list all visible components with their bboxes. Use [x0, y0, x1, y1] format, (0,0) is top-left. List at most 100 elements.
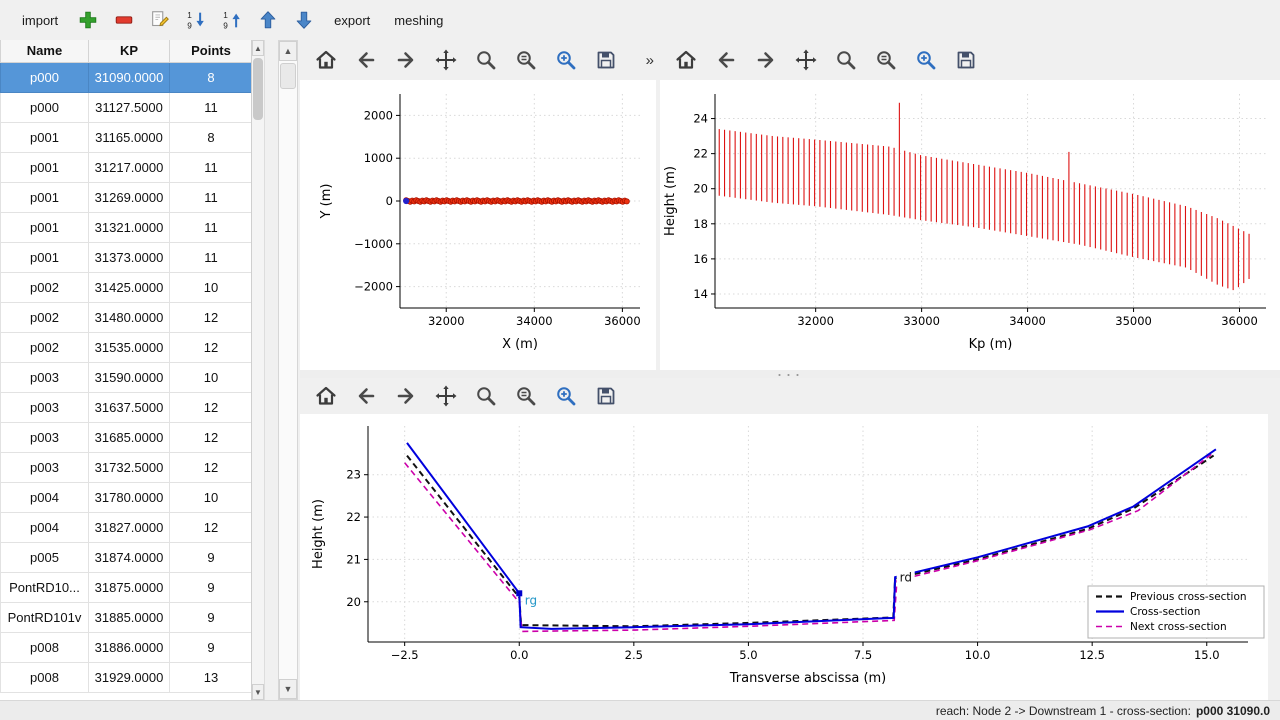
column-header-points[interactable]: Points: [169, 40, 251, 63]
save-icon[interactable]: [950, 44, 982, 76]
cell-kp[interactable]: 31685.0000: [88, 421, 170, 453]
pan-icon[interactable]: [430, 380, 462, 412]
cell-points[interactable]: 11: [169, 151, 251, 183]
save-icon[interactable]: [590, 44, 622, 76]
table-scrollbar-track[interactable]: [252, 56, 264, 684]
cell-name[interactable]: p001: [0, 121, 89, 153]
table-row[interactable]: p000 31127.5000 11: [0, 91, 251, 123]
meshing-button[interactable]: meshing: [386, 9, 451, 32]
table-row[interactable]: p002 31480.0000 12: [0, 301, 251, 333]
zoom-icon[interactable]: [470, 44, 502, 76]
cell-name[interactable]: p003: [0, 421, 89, 453]
table-row[interactable]: p005 31874.0000 9: [0, 541, 251, 573]
cell-points[interactable]: 11: [169, 181, 251, 213]
cell-points[interactable]: 12: [169, 421, 251, 453]
cell-points[interactable]: 10: [169, 271, 251, 303]
table-row[interactable]: p001 31165.0000 8: [0, 121, 251, 153]
export-button[interactable]: export: [326, 9, 378, 32]
cell-kp[interactable]: 31590.0000: [88, 361, 170, 393]
table-row[interactable]: p003 31590.0000 10: [0, 361, 251, 393]
panel-scroll-up-button[interactable]: ▲: [279, 41, 297, 61]
cell-points[interactable]: 11: [169, 91, 251, 123]
cell-name[interactable]: p004: [0, 511, 89, 543]
table-scrollbar[interactable]: ▲ ▼: [252, 40, 265, 700]
panel-scrollbar-thumb[interactable]: [280, 63, 296, 89]
column-header-kp[interactable]: KP: [88, 40, 170, 63]
cell-name[interactable]: p001: [0, 151, 89, 183]
cell-points[interactable]: 11: [169, 241, 251, 273]
cell-name[interactable]: p002: [0, 271, 89, 303]
customize-icon[interactable]: [550, 380, 582, 412]
cell-kp[interactable]: 31875.0000: [88, 571, 170, 603]
cell-name[interactable]: p008: [0, 661, 89, 693]
cell-name[interactable]: p002: [0, 301, 89, 333]
zoom-icon[interactable]: [470, 380, 502, 412]
cell-kp[interactable]: 31425.0000: [88, 271, 170, 303]
home-icon[interactable]: [310, 44, 342, 76]
cell-name[interactable]: p000: [0, 61, 89, 93]
table-row[interactable]: p002 31425.0000 10: [0, 271, 251, 303]
table-row[interactable]: p003 31685.0000 12: [0, 421, 251, 453]
cell-kp[interactable]: 31090.0000: [88, 61, 170, 93]
cell-kp[interactable]: 31929.0000: [88, 661, 170, 693]
toolbar-overflow-chevron[interactable]: »: [645, 51, 654, 69]
pan-icon[interactable]: [430, 44, 462, 76]
cell-name[interactable]: PontRD101v: [0, 601, 89, 633]
forward-icon[interactable]: [390, 44, 422, 76]
panel-scrollbar-track[interactable]: [279, 61, 297, 679]
column-header-name[interactable]: Name: [0, 40, 89, 63]
table-row[interactable]: p008 31929.0000 13: [0, 661, 251, 693]
back-icon[interactable]: [710, 44, 742, 76]
cell-name[interactable]: p003: [0, 361, 89, 393]
remove-icon[interactable]: [110, 6, 138, 34]
forward-icon[interactable]: [390, 380, 422, 412]
table-row[interactable]: p003 31637.5000 12: [0, 391, 251, 423]
cell-kp[interactable]: 31827.0000: [88, 511, 170, 543]
move-down-icon[interactable]: [290, 6, 318, 34]
cell-name[interactable]: p001: [0, 211, 89, 243]
save-icon[interactable]: [590, 380, 622, 412]
cell-name[interactable]: p002: [0, 331, 89, 363]
cell-name[interactable]: p005: [0, 541, 89, 573]
home-icon[interactable]: [310, 380, 342, 412]
cell-name[interactable]: PontRD10...: [0, 571, 89, 603]
edit-icon[interactable]: [146, 6, 174, 34]
cell-points[interactable]: 9: [169, 541, 251, 573]
cell-points[interactable]: 10: [169, 361, 251, 393]
cell-name[interactable]: p008: [0, 631, 89, 663]
back-icon[interactable]: [350, 44, 382, 76]
panel-scroll-down-button[interactable]: ▼: [279, 679, 297, 699]
cell-kp[interactable]: 31217.0000: [88, 151, 170, 183]
cell-kp[interactable]: 31535.0000: [88, 331, 170, 363]
cell-points[interactable]: 8: [169, 121, 251, 153]
cell-name[interactable]: p003: [0, 451, 89, 483]
customize-icon[interactable]: [910, 44, 942, 76]
cell-kp[interactable]: 31885.0000: [88, 601, 170, 633]
cell-kp[interactable]: 31780.0000: [88, 481, 170, 513]
table-row[interactable]: p001 31373.0000 11: [0, 241, 251, 273]
table-row[interactable]: p000 31090.0000 8: [0, 61, 251, 93]
cell-name[interactable]: p001: [0, 181, 89, 213]
cell-points[interactable]: 10: [169, 481, 251, 513]
cell-name[interactable]: p003: [0, 391, 89, 423]
zoom-icon[interactable]: [830, 44, 862, 76]
cell-points[interactable]: 9: [169, 631, 251, 663]
table-row[interactable]: p004 31827.0000 12: [0, 511, 251, 543]
add-icon[interactable]: [74, 6, 102, 34]
long-profile-canvas[interactable]: 32000 33000 34000 35000 36000 14 16 18 20 22 24 Kp …: [660, 80, 1280, 370]
plan-view-canvas[interactable]: 32000 34000 36000 −2000 −1000 0 1000 2000 X (m) Y…: [300, 80, 656, 370]
cell-kp[interactable]: 31321.0000: [88, 211, 170, 243]
subplots-icon[interactable]: [510, 44, 542, 76]
cell-points[interactable]: 8: [169, 61, 251, 93]
horizontal-splitter[interactable]: ···: [300, 365, 1280, 383]
subplots-icon[interactable]: [870, 44, 902, 76]
table-row[interactable]: PontRD10... 31875.0000 9: [0, 571, 251, 603]
cell-points[interactable]: 12: [169, 511, 251, 543]
table-row[interactable]: p002 31535.0000 12: [0, 331, 251, 363]
table-row[interactable]: p008 31886.0000 9: [0, 631, 251, 663]
move-up-icon[interactable]: [254, 6, 282, 34]
panel-scrollbar[interactable]: ▲ ▼: [278, 40, 298, 700]
cell-points[interactable]: 9: [169, 601, 251, 633]
